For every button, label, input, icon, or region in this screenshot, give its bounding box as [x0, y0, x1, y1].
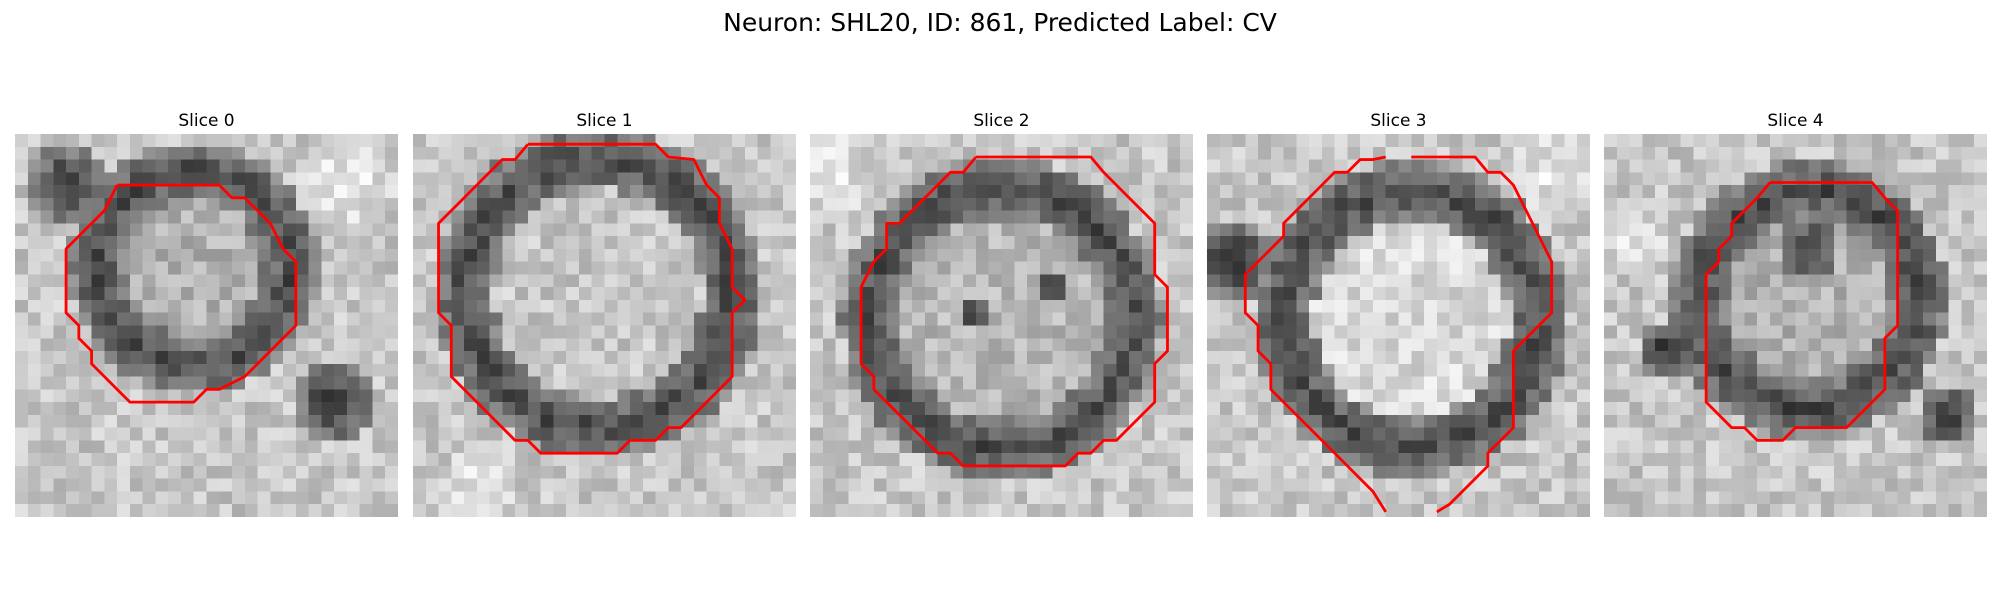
cell-contour — [64, 183, 298, 404]
cell-contour — [1704, 181, 1900, 442]
pixel-grid — [1207, 134, 1590, 517]
cell-contour — [437, 142, 747, 455]
slice-image — [1207, 134, 1590, 517]
slice-image — [413, 134, 796, 517]
slice-title: Slice 2 — [973, 111, 1030, 131]
slice-panel: Slice 3 — [1207, 0, 1590, 600]
pixel-grid — [810, 134, 1193, 517]
pixel-grid — [15, 134, 398, 517]
slice-image — [1604, 134, 1987, 517]
cell-contour-segment — [1243, 155, 1387, 513]
slice-title: Slice 1 — [576, 111, 633, 131]
slice-image — [810, 134, 1193, 517]
slice-title: Slice 0 — [178, 111, 235, 131]
slice-title: Slice 3 — [1370, 111, 1427, 131]
slice-panel: Slice 0 — [15, 0, 398, 600]
slice-title: Slice 4 — [1767, 111, 1824, 131]
slice-image — [15, 134, 398, 517]
slice-panel: Slice 1 — [413, 0, 796, 600]
slice-panel: Slice 4 — [1604, 0, 1987, 600]
pixel-grid — [413, 134, 796, 517]
figure-title: Neuron: SHL20, ID: 861, Predicted Label:… — [723, 8, 1277, 37]
cell-contour — [859, 155, 1169, 468]
slice-panel: Slice 2 — [810, 0, 1193, 600]
cell-contour — [1411, 155, 1554, 514]
pixel-grid — [1604, 134, 1987, 517]
